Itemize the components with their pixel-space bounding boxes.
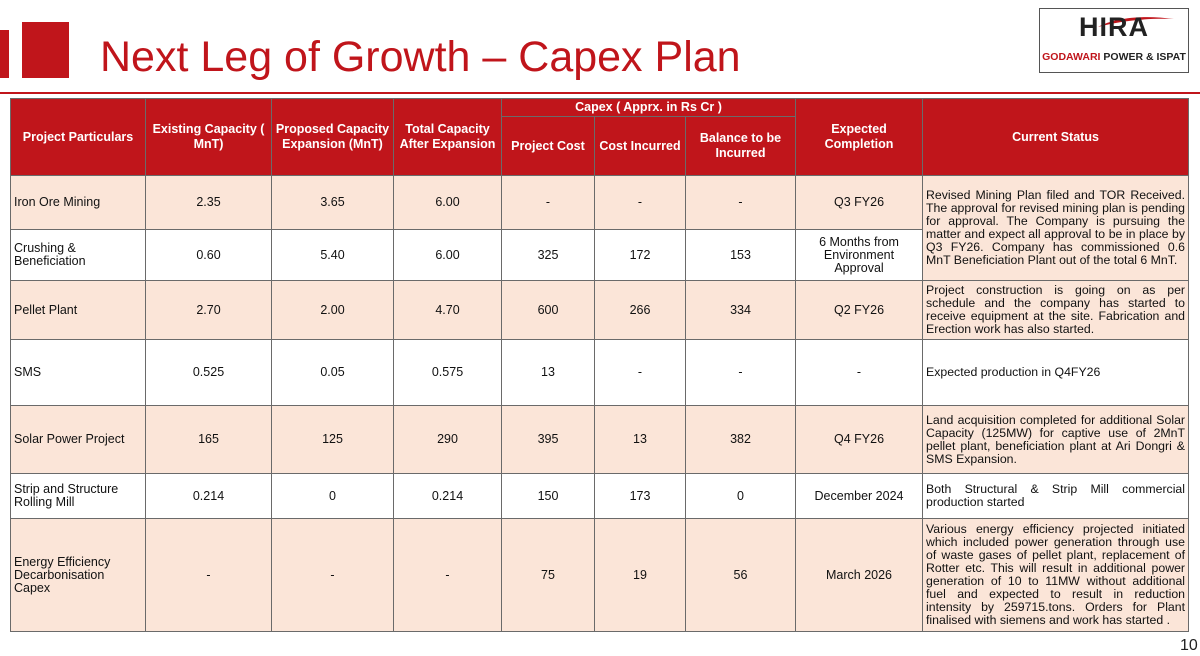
cell-status: Various energy efficiency projected init… <box>922 518 1190 632</box>
header-expected-completion: Expected Completion <box>795 98 924 176</box>
cell-completion: Q3 FY26 <box>795 175 924 230</box>
cell-project-cost: 75 <box>501 518 595 632</box>
table-row: Iron Ore Mining 2.35 3.65 6.00 - - - Q3 … <box>10 175 1190 281</box>
cell-balance: 334 <box>684 280 797 340</box>
cell-proposed: 2.00 <box>271 280 394 340</box>
cell-status: Both Structural & Strip Mill commercial … <box>922 473 1190 519</box>
cell-status: Revised Mining Plan filed and TOR Receiv… <box>922 175 1190 281</box>
header-current-status: Current Status <box>922 98 1190 176</box>
cell-total: 4.70 <box>393 280 502 340</box>
cell-existing: 165 <box>145 405 272 474</box>
cell-balance: 153 <box>684 229 797 281</box>
table-row: Strip and Structure Rolling Mill 0.214 0… <box>10 473 1190 519</box>
cell-balance: 382 <box>684 405 797 474</box>
cell-cost-incurred: 19 <box>594 518 686 632</box>
accent-bar-thick <box>22 22 69 78</box>
cell-particulars: Solar Power Project <box>10 405 146 474</box>
cell-completion: December 2024 <box>795 473 924 519</box>
cell-cost-incurred: - <box>594 339 686 406</box>
cell-project-cost: - <box>501 175 595 230</box>
cell-existing: 2.35 <box>145 175 272 230</box>
header-divider <box>0 92 1200 94</box>
table-row: Pellet Plant 2.70 2.00 4.70 600 266 334 … <box>10 280 1190 340</box>
cell-project-cost: 395 <box>501 405 595 474</box>
cell-cost-incurred: - <box>594 175 686 230</box>
cell-completion: - <box>795 339 924 406</box>
cell-proposed: 125 <box>271 405 394 474</box>
logo-swoosh-icon <box>1098 17 1174 27</box>
cell-cost-incurred: 266 <box>594 280 686 340</box>
cell-status: Project construction is going on as per … <box>922 280 1190 340</box>
cell-particulars: Energy Efficiency Decarbonisation Capex <box>10 518 146 632</box>
header-particulars: Project Particulars <box>10 98 146 176</box>
logo-sub-dark: POWER & ISPAT <box>1103 51 1186 63</box>
cell-balance: 56 <box>684 518 797 632</box>
cell-completion: March 2026 <box>795 518 924 632</box>
cell-proposed: 0 <box>271 473 394 519</box>
cell-existing: 0.525 <box>145 339 272 406</box>
table-row: SMS 0.525 0.05 0.575 13 - - - Expected p… <box>10 339 1190 406</box>
cell-balance: 0 <box>684 473 797 519</box>
cell-existing: - <box>145 518 272 632</box>
cell-total: - <box>393 518 502 632</box>
header-existing-capacity: Existing Capacity ( MnT) <box>145 98 272 176</box>
cell-cost-incurred: 13 <box>594 405 686 474</box>
header-total-capacity: Total Capacity After Expansion <box>393 98 502 176</box>
cell-proposed: 0.05 <box>271 339 394 406</box>
header-cost-incurred: Cost Incurred <box>594 116 686 176</box>
cell-particulars: Strip and Structure Rolling Mill <box>10 473 146 519</box>
cell-total: 6.00 <box>393 175 502 230</box>
header-project-cost: Project Cost <box>501 116 595 176</box>
header-proposed-capacity: Proposed Capacity Expansion (MnT) <box>271 98 394 176</box>
cell-balance: - <box>684 175 797 230</box>
cell-existing: 2.70 <box>145 280 272 340</box>
cell-existing: 0.214 <box>145 473 272 519</box>
cell-completion: Q2 FY26 <box>795 280 924 340</box>
cell-status: Expected production in Q4FY26 <box>922 339 1190 406</box>
cell-total: 0.214 <box>393 473 502 519</box>
cell-project-cost: 600 <box>501 280 595 340</box>
cell-proposed: 5.40 <box>271 229 394 281</box>
cell-total: 290 <box>393 405 502 474</box>
cell-particulars: Pellet Plant <box>10 280 146 340</box>
slide-title: Next Leg of Growth – Capex Plan <box>100 33 741 81</box>
capex-table: Project Particulars Existing Capacity ( … <box>10 98 1190 632</box>
cell-total: 6.00 <box>393 229 502 281</box>
cell-completion: Q4 FY26 <box>795 405 924 474</box>
cell-particulars: Iron Ore Mining <box>10 175 146 230</box>
cell-proposed: 3.65 <box>271 175 394 230</box>
cell-balance: - <box>684 339 797 406</box>
logo-brand: HIRA <box>1079 12 1149 42</box>
cell-particulars: Crushing & Beneficiation <box>10 229 146 281</box>
cell-project-cost: 150 <box>501 473 595 519</box>
company-logo: HIRA GODAWARI POWER & ISPAT <box>1039 8 1189 73</box>
table-row: Solar Power Project 165 125 290 395 13 3… <box>10 405 1190 474</box>
cell-project-cost: 325 <box>501 229 595 281</box>
cell-status: Land acquisition completed for additiona… <box>922 405 1190 474</box>
logo-subtitle: GODAWARI POWER & ISPAT <box>1040 51 1188 63</box>
cell-particulars: SMS <box>10 339 146 406</box>
header-balance: Balance to be Incurred <box>684 116 797 176</box>
table-row: Crushing & Beneficiation 0.60 5.40 6.00 … <box>10 229 1189 281</box>
cell-total: 0.575 <box>393 339 502 406</box>
cell-existing: 0.60 <box>145 229 272 281</box>
logo-sub-red: GODAWARI <box>1042 51 1101 63</box>
accent-bar-left <box>0 30 9 78</box>
cell-proposed: - <box>271 518 394 632</box>
cell-cost-incurred: 173 <box>594 473 686 519</box>
page-number: 10 <box>1180 637 1198 654</box>
cell-project-cost: 13 <box>501 339 595 406</box>
header-capex-group: Capex ( Apprx. in Rs Cr ) <box>500 98 797 117</box>
table-row: Energy Efficiency Decarbonisation Capex … <box>10 518 1190 632</box>
cell-cost-incurred: 172 <box>594 229 686 281</box>
cell-completion: 6 Months from Environment Approval <box>795 229 924 281</box>
